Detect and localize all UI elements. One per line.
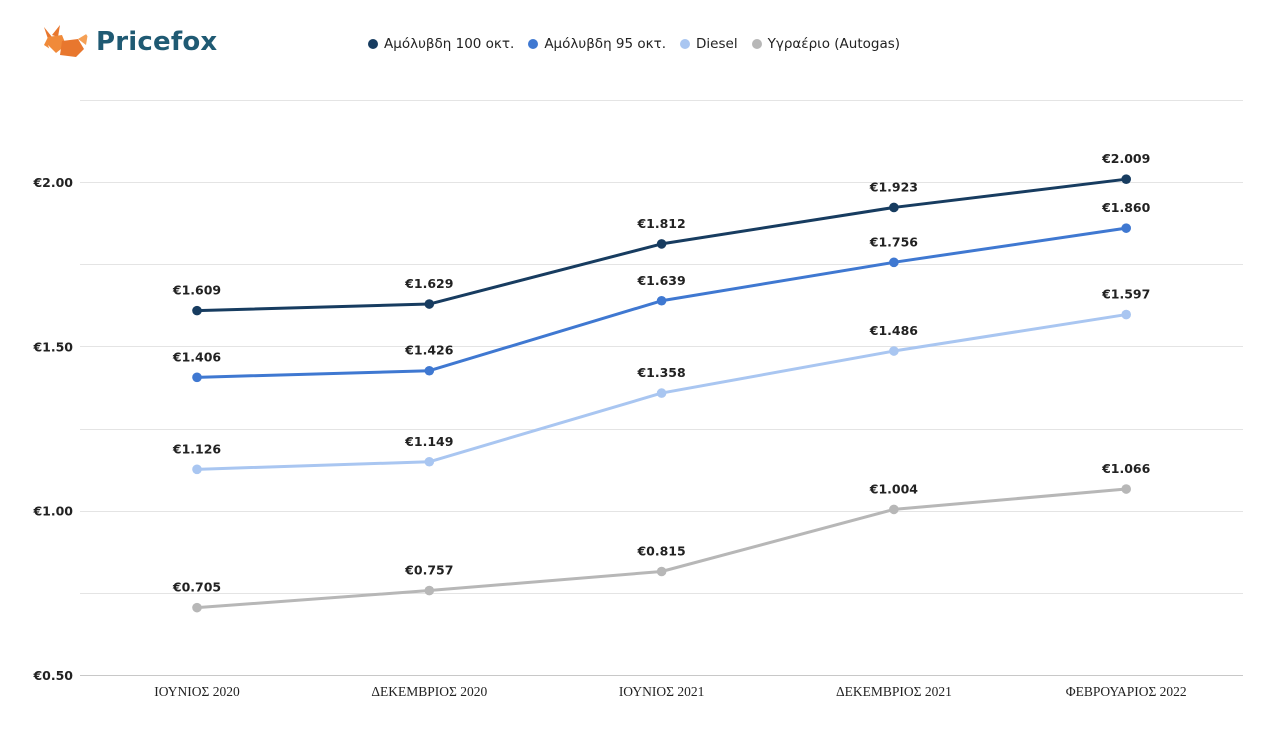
legend-marker xyxy=(368,39,378,49)
data-point xyxy=(192,464,202,475)
x-tick-label: ΦΕΒΡΟΥΑΡΙΟΣ 2022 xyxy=(1066,684,1187,699)
data-point xyxy=(1121,223,1131,233)
data-point xyxy=(424,585,435,596)
brand-name: Pricefox xyxy=(96,27,218,57)
legend-item: Αμόλυβδη 100 οκτ. xyxy=(368,36,514,52)
fox-icon xyxy=(44,25,90,57)
data-label: €1.126 xyxy=(172,441,222,456)
data-label: €0.705 xyxy=(172,580,221,595)
chart-legend: Αμόλυβδη 100 οκτ. Αμόλυβδη 95 οκτ. Diesel Υ… xyxy=(368,36,914,52)
data-point xyxy=(1121,484,1131,494)
x-tick-label: ΔΕΚΕΜΒΡΙΟΣ 2021 xyxy=(836,684,952,699)
data-point xyxy=(1121,174,1131,184)
data-label: €0.757 xyxy=(404,563,453,578)
data-point xyxy=(889,202,899,213)
y-tick-label: €0.50 xyxy=(32,668,73,683)
data-point xyxy=(889,504,899,515)
data-label: €1.639 xyxy=(636,273,685,288)
data-label: €1.149 xyxy=(404,434,453,449)
legend-label: Υγραέριο (Autogas) xyxy=(767,36,901,52)
data-label: €1.629 xyxy=(404,276,453,291)
data-label: €1.860 xyxy=(1101,200,1151,215)
data-label: €1.486 xyxy=(869,323,919,338)
data-point xyxy=(192,602,202,613)
data-label: €1.812 xyxy=(636,216,685,231)
y-tick-label: €2.00 xyxy=(32,175,73,190)
legend-item: Υγραέριο (Autogas) xyxy=(751,36,901,52)
y-tick-label: €1.50 xyxy=(32,339,73,354)
data-point xyxy=(424,299,435,309)
data-point xyxy=(656,566,667,577)
data-label: €2.009 xyxy=(1101,151,1150,166)
data-label: €1.406 xyxy=(172,349,222,364)
data-label: €1.609 xyxy=(172,283,221,298)
data-label: €1.066 xyxy=(1101,461,1151,476)
data-point xyxy=(889,257,899,268)
data-point xyxy=(192,372,202,383)
data-label: €1.756 xyxy=(869,234,919,249)
data-point xyxy=(424,365,435,376)
data-label: €1.426 xyxy=(404,343,454,358)
data-point xyxy=(889,346,899,356)
data-point xyxy=(656,388,667,398)
x-tick-label: ΙΟΥΝΙΟΣ 2020 xyxy=(154,684,240,699)
legend-label: Αμόλυβδη 100 οκτ. xyxy=(384,36,515,52)
legend-marker xyxy=(751,39,762,49)
data-label: €0.815 xyxy=(636,544,685,559)
legend-marker xyxy=(528,39,539,49)
data-label: €1.358 xyxy=(636,365,685,380)
legend-item: Αμόλυβδη 95 οκτ. xyxy=(528,36,666,52)
y-tick-label: €1.00 xyxy=(32,504,73,519)
data-point xyxy=(424,456,435,467)
data-point xyxy=(656,295,667,306)
legend-label: Diesel xyxy=(696,36,738,52)
data-label: €1.004 xyxy=(869,481,919,496)
pricefox-logo: Pricefox xyxy=(38,22,217,62)
legend-label: Αμόλυβδη 95 οκτ. xyxy=(544,36,667,52)
legend-marker xyxy=(680,39,691,49)
x-tick-label: ΙΟΥΝΙΟΣ 2021 xyxy=(619,684,705,699)
x-tick-label: ΔΕΚΕΜΒΡΙΟΣ 2020 xyxy=(371,684,487,699)
data-point xyxy=(656,239,667,249)
data-label: €1.923 xyxy=(869,179,918,194)
data-label: €1.597 xyxy=(1101,287,1150,302)
data-point xyxy=(1121,309,1131,320)
legend-item: Diesel xyxy=(680,36,738,52)
data-point xyxy=(192,305,202,316)
